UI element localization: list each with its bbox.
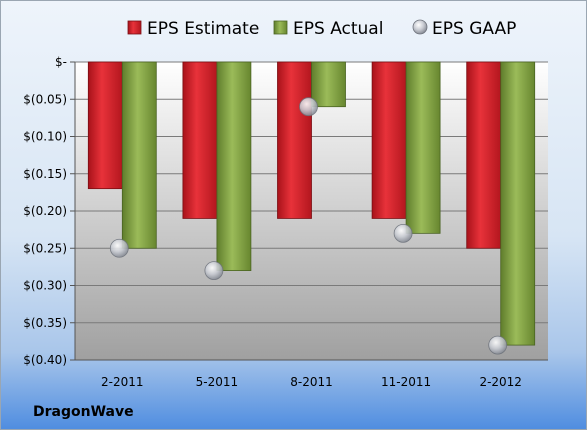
y-tick-label: $(0.05) (23, 92, 67, 106)
point-eps-gaap (299, 97, 318, 117)
point-eps-gaap (393, 223, 413, 243)
x-tick-label: 2-2012 (479, 375, 522, 389)
bar-eps-actual (216, 61, 252, 272)
legend-swatch (127, 20, 142, 35)
point-eps-gaap (109, 238, 129, 258)
bar-eps-estimate (182, 61, 218, 219)
legend-swatch (412, 19, 428, 35)
x-tick-label: 2-2011 (101, 375, 144, 389)
bar-eps-actual (500, 61, 536, 346)
x-tick-label: 5-2011 (196, 375, 239, 389)
point-eps-gaap (204, 261, 224, 281)
y-tick-label: $(0.15) (23, 167, 67, 181)
y-tick-label: $(0.40) (23, 353, 67, 367)
company-name: DragonWave (33, 404, 134, 420)
point-eps-gaap (488, 335, 508, 355)
legend-swatch (273, 20, 288, 35)
y-tick-label: $(0.10) (23, 130, 67, 144)
bar-eps-estimate (371, 61, 407, 219)
legend-label: EPS Actual (293, 19, 383, 39)
bar-eps-actual (405, 61, 441, 234)
x-tick-label: 11-2011 (381, 375, 431, 389)
bar-eps-estimate (87, 61, 123, 190)
y-tick-label: $(0.20) (23, 204, 67, 218)
x-tick-label: 8-2011 (290, 375, 333, 389)
legend-label: EPS GAAP (432, 19, 516, 39)
y-tick-label: $(0.25) (23, 241, 67, 255)
bar-eps-estimate (277, 61, 312, 219)
y-tick-label: $(0.30) (23, 279, 67, 293)
bar-eps-actual (121, 61, 157, 249)
bar-eps-actual (311, 61, 346, 108)
legend-label: EPS Estimate (147, 19, 259, 39)
y-tick-label: $(0.35) (23, 316, 67, 330)
bar-eps-estimate (466, 61, 502, 249)
y-tick-label: $- (55, 55, 67, 69)
